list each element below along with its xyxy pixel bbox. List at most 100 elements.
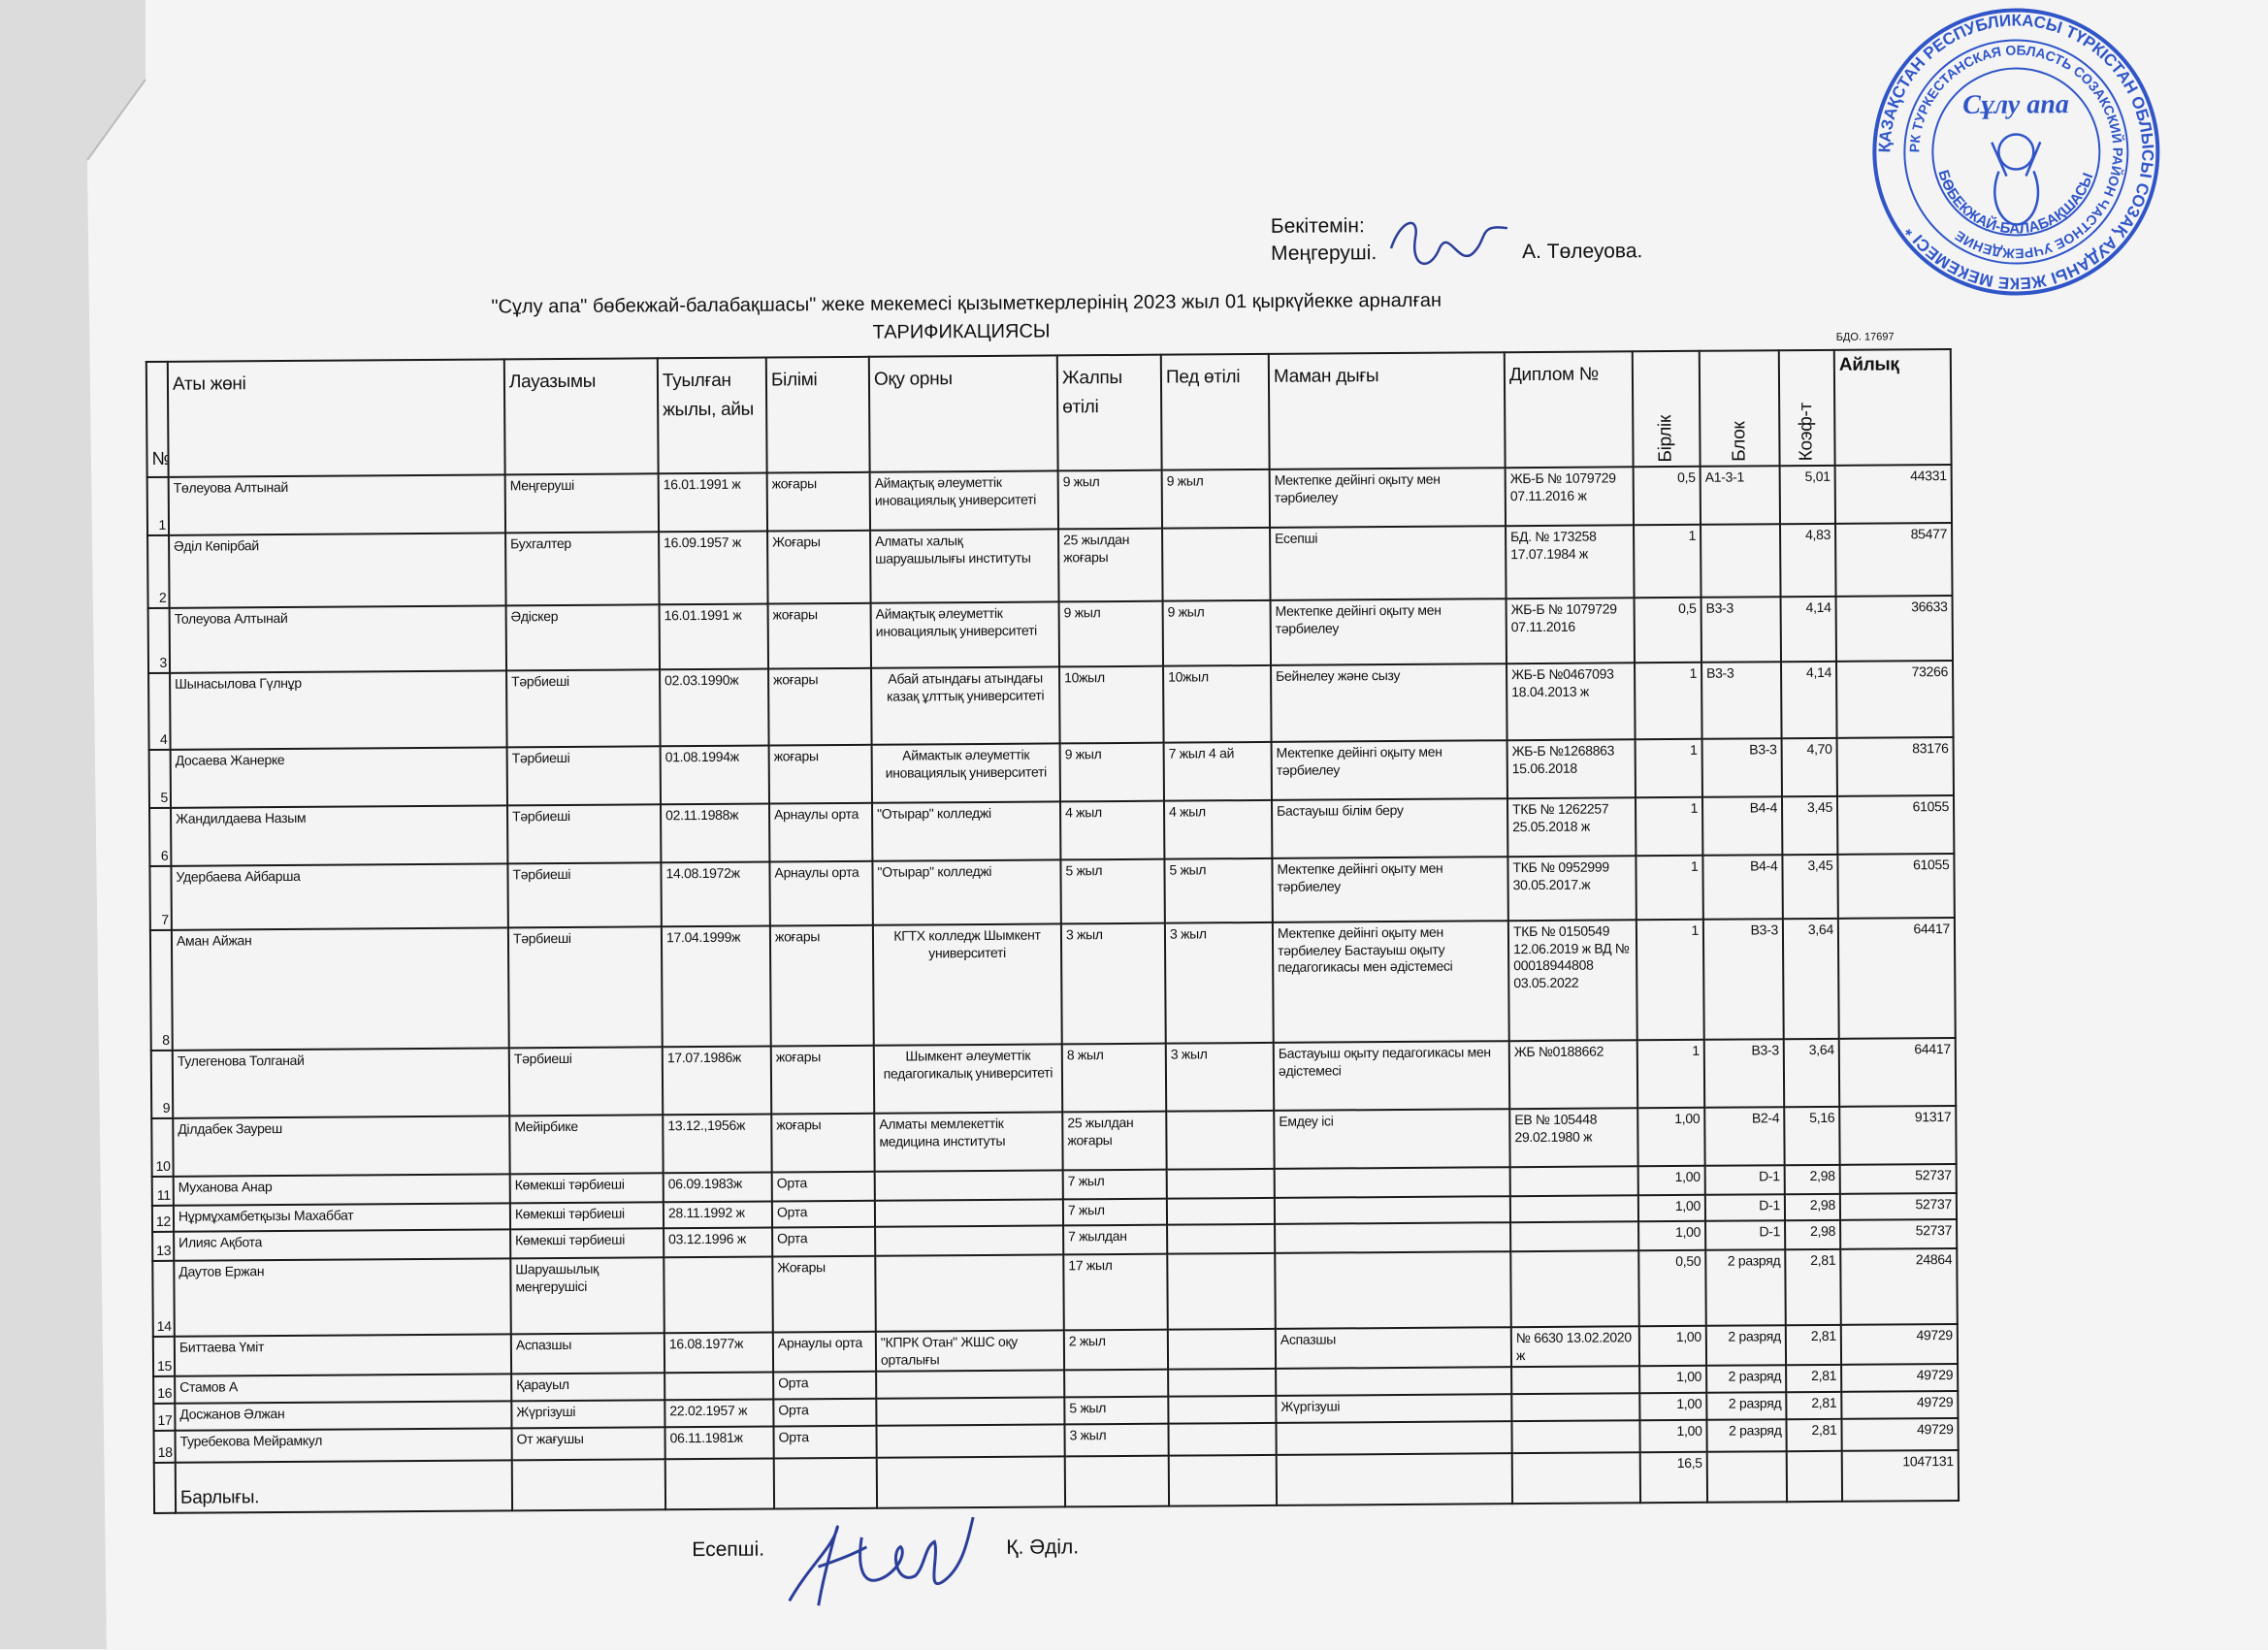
header-birth-date: Туылған жылы, айы [657,357,767,474]
cell-education: Жоғары [767,530,871,604]
cell-birth-date [664,1372,774,1401]
cell-full-name: Муханова Анар [173,1174,510,1206]
cell-coefficient: 2,81 [1785,1324,1842,1366]
cell-ped-experience: 9 жыл [1161,469,1271,529]
cell-institution [874,1199,1064,1227]
cell-birth-date [664,1256,773,1334]
cell-full-name: Илияс Ақбота [174,1229,511,1261]
header-full-name: Аты жөні [167,359,505,477]
cell-total-experience: 9 жыл [1058,600,1164,667]
cell-row-number: 10 [151,1117,174,1177]
cell-total-experience: 7 жылдан [1063,1224,1168,1255]
cell-education: Жоғары [772,1255,876,1333]
header-total-experience: Жалпы өтілі [1056,354,1162,471]
header-block-label: Блок [1729,421,1750,462]
cell-row-number: 11 [151,1176,174,1206]
cell-total-experience: 9 жыл [1057,469,1163,530]
header-block: Блок [1699,350,1780,467]
cell-education: Арнаулы орта [772,1331,877,1373]
cell-monthly-salary: 64417 [1837,917,1956,1039]
cell-diploma-number: ЖБ-Б №0467093 18.04.2013 ж [1507,663,1636,741]
header-diploma: Диплом № [1504,351,1634,469]
empty-cell [1276,1453,1513,1505]
cell-specialty [1276,1367,1512,1396]
header-coefficient: Коэф-т [1778,349,1835,467]
cell-monthly-salary: 52737 [1840,1218,1958,1249]
cell-units: 1,00 [1639,1392,1707,1421]
cell-coefficient: 3,45 [1782,854,1838,920]
cell-birth-date: 28.11.1992 ж [663,1201,773,1229]
cell-specialty: Есепші [1270,526,1507,600]
cell-units: 1 [1634,524,1701,599]
cell-coefficient: 3,64 [1782,918,1839,1040]
cell-total-experience: 17 жыл [1063,1253,1168,1331]
cell-specialty: Бейнелеу және сызу [1271,663,1507,742]
table-row: 14 Даутов Ержан Шаруашылық меңгерушісі Жоға… [152,1247,1958,1337]
cell-diploma-number: ТКБ № 1262257 25.05.2018 ж [1507,797,1636,857]
cell-specialty: Емдеу ісі [1274,1109,1510,1169]
cell-units: 1,00 [1639,1419,1707,1453]
cell-total-experience: 4 жыл [1060,800,1165,860]
cell-ped-experience [1166,1197,1276,1225]
cell-position: От жағушы [511,1427,665,1461]
cell-institution: "Отырар" колледжі [872,801,1061,861]
cell-full-name: Даутов Ержан [174,1258,511,1337]
cell-block: 2 разряд [1705,1325,1787,1366]
cell-units: 1 [1635,738,1702,798]
empty-cell [876,1456,1066,1508]
cell-institution: КГТХ колледж Шымкент университеті [872,923,1062,1046]
cell-units: 1,00 [1638,1325,1707,1367]
header-units: Бірлік [1632,350,1701,468]
cell-units: 1,00 [1638,1220,1706,1251]
cell-coefficient: 4,14 [1780,596,1837,663]
cell-education: Орта [771,1200,876,1228]
svg-text:Сұлу апа: Сұлу апа [1962,89,2069,120]
cell-birth-date: 06.11.1981ж [664,1426,774,1460]
cell-units: 1,00 [1639,1365,1707,1394]
cell-row-number: 6 [149,807,172,866]
cell-full-name: Нұрмұхамбетқызы Махаббат [173,1203,511,1232]
table-row: 9 Тулегенова Толганай Тәрбиеші 17.07.1986ж ж… [150,1037,1957,1118]
cell-units: 1 [1636,855,1703,921]
cell-full-name: Стамов А [175,1374,512,1404]
cell-monthly-salary: 85477 [1835,523,1953,597]
cell-ped-experience: 3 жыл [1165,1042,1275,1112]
cell-coefficient: 2,98 [1784,1193,1841,1221]
cell-units: 1 [1635,662,1702,740]
cell-units: 1,00 [1637,1165,1705,1196]
cell-row-number: 8 [149,929,173,1051]
cell-total-experience: 2 жыл [1063,1329,1169,1371]
cell-monthly-salary: 44331 [1834,465,1953,524]
cell-diploma-number: ТКБ № 0952999 30.05.2017.ж [1507,856,1636,922]
cell-birth-date: 16.09.1957 ж [659,531,768,605]
cell-birth-date: 01.08.1994ж [660,745,770,805]
cell-coefficient: 2,81 [1786,1364,1842,1393]
cell-ped-experience [1166,1110,1275,1170]
cell-specialty: Мектепке дейінгі оқыту мен тәрбиелеу [1272,857,1508,922]
cell-birth-date: 16.01.1991 ж [659,603,769,670]
cell-coefficient: 2,98 [1784,1164,1840,1195]
cell-block: В2-4 [1704,1107,1785,1166]
cell-ped-experience [1168,1422,1277,1456]
cell-total-experience: 25 жылдан жоғары [1058,528,1163,602]
cell-coefficient: 4,70 [1781,737,1837,797]
cell-diploma-number [1511,1366,1640,1395]
table-row: 2 Әділ Көпірбай Бухгалтер 16.09.1957 ж Жоғар… [147,523,1953,608]
cell-block [1701,524,1781,598]
cell-ped-experience [1162,527,1271,601]
cell-institution: Аймактык әлеуметтік иновациялық универси… [871,743,1060,803]
cell-institution: Аймақтық әлеуметтік иновациялық универси… [869,470,1059,531]
accountant-label: Есепші. [692,1537,765,1562]
cell-birth-date: 13.12.,1956ж [663,1114,772,1174]
cell-monthly-salary: 52737 [1839,1163,1957,1194]
empty-cell [1786,1450,1843,1503]
cell-position: Жүргізуші [511,1400,665,1429]
cell-block: 2 разряд [1706,1419,1787,1452]
cell-specialty: Мектепке дейінгі оқыту мен тәрбиелеу [1271,740,1507,800]
cell-institution: "КПРК Отан" ЖШС оқу орталығы [875,1330,1065,1372]
cell-full-name: Удербаева Айбарша [171,863,508,930]
cell-specialty: Мектепке дейінгі оқыту мен тәрбиелеу [1270,599,1507,665]
cell-units: 1,00 [1637,1194,1706,1222]
cell-coefficient: 2,98 [1785,1219,1841,1250]
header-ped-experience: Пед өтілі [1160,353,1270,470]
